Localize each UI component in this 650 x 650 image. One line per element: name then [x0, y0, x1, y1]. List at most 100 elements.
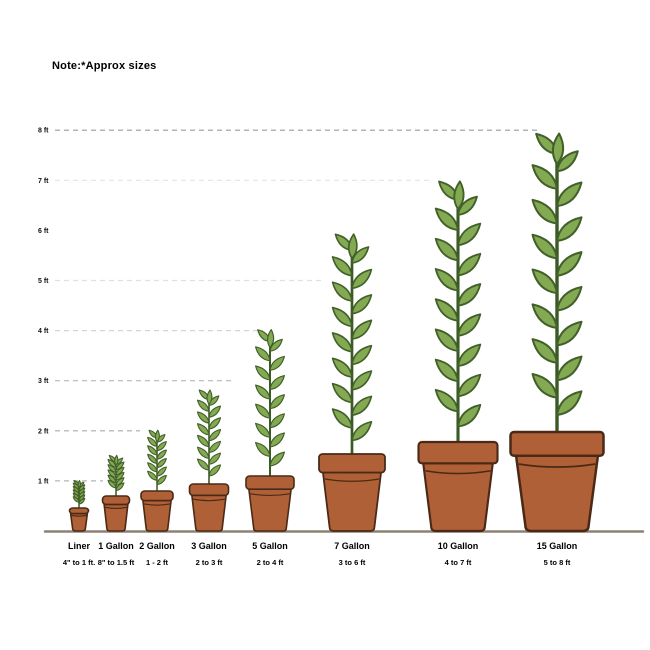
leaf-right	[269, 394, 285, 410]
leaf-top	[77, 479, 81, 489]
category-label-2-gallon: 2 Gallon	[139, 541, 175, 551]
pot-rim	[101, 495, 131, 506]
leaf-right	[555, 320, 583, 347]
plant-liner	[68, 479, 90, 532]
size-range-label-liner: 4" to 1 ft.	[62, 558, 96, 567]
leaf-top	[114, 454, 119, 466]
leaf-left	[72, 496, 80, 503]
leaf-right	[555, 390, 583, 417]
plant-10-gallon	[417, 180, 499, 533]
y-axis-tick-8ft: 8 ft	[38, 128, 49, 135]
leaf-left	[196, 434, 210, 448]
pot-rim-shadow	[192, 498, 226, 502]
leaf-top	[206, 389, 213, 405]
leaf-right	[351, 344, 373, 366]
pot-rim	[318, 453, 386, 474]
leaf-left	[531, 164, 559, 190]
pot-body	[514, 454, 600, 533]
leaf-right	[555, 181, 583, 208]
y-axis-tick-1ft: 1 ft	[38, 478, 49, 485]
size-range-label-15-gallon: 5 to 8 ft	[543, 558, 571, 567]
leaf-right	[457, 252, 482, 277]
leaf-right	[78, 491, 86, 498]
leaf-left	[72, 489, 80, 497]
leaf-left	[255, 346, 271, 362]
leaf-left	[331, 306, 353, 328]
leaf-right	[351, 420, 373, 442]
pot-rim	[417, 440, 499, 465]
plant-5-gallon	[245, 329, 295, 532]
leaf-top	[154, 429, 160, 443]
category-label-liner: Liner	[67, 541, 90, 551]
pot-body	[248, 488, 292, 532]
leaf-left	[531, 268, 559, 295]
leaf-left	[72, 485, 80, 493]
pot-rim-shadow	[425, 470, 491, 475]
plant-3-gallon	[188, 389, 230, 532]
leaf-left	[434, 298, 459, 322]
leaf-right	[457, 195, 478, 216]
leaf-right	[457, 313, 482, 337]
leaf-right	[351, 395, 373, 416]
leaf-right	[555, 150, 579, 173]
leaf-right	[156, 441, 167, 452]
size-range-label-2-gallon: 1 - 2 ft	[145, 558, 169, 567]
pot-body	[422, 462, 494, 533]
leaf-right	[208, 464, 222, 477]
leaf-left	[196, 458, 210, 471]
y-axis-tick-7ft: 7 ft	[38, 178, 49, 185]
pot-rim	[245, 475, 295, 490]
pot-body	[191, 494, 227, 532]
pot-body	[69, 512, 89, 532]
leaf-left	[531, 233, 559, 260]
leaf-left	[331, 281, 353, 302]
leaf-right	[457, 222, 482, 247]
leaf-left	[331, 256, 353, 277]
pot-body	[103, 503, 129, 532]
leaf-left	[255, 403, 271, 419]
leaf-left	[147, 453, 158, 464]
leaf-right	[115, 471, 125, 481]
leaf-left	[147, 470, 158, 481]
leaf-right	[78, 484, 86, 491]
leaf-right	[115, 461, 125, 471]
leaf-right	[208, 429, 222, 442]
size-range-label-1-gallon: 8" to 1.5 ft	[97, 558, 135, 567]
size-range-label-7-gallon: 3 to 6 ft	[338, 558, 366, 567]
leaf-right	[156, 449, 167, 460]
leaf-left	[147, 436, 158, 447]
category-label-7-gallon: 7 Gallon	[334, 541, 370, 551]
leaf-left	[255, 384, 271, 400]
leaf-left	[255, 441, 271, 458]
leaf-right	[351, 319, 373, 340]
category-label-3-gallon: 3 Gallon	[191, 541, 227, 551]
leaf-right	[208, 405, 222, 418]
leaf-top	[347, 233, 358, 260]
leaf-top	[267, 329, 275, 349]
leaf-right	[208, 440, 222, 454]
leaf-right	[555, 355, 583, 382]
pot-rim	[509, 430, 605, 458]
leaf-left	[147, 462, 158, 473]
leaf-top	[551, 132, 565, 166]
category-label-1-gallon: 1 Gallon	[98, 541, 134, 551]
y-axis-tick-6ft: 6 ft	[38, 228, 49, 235]
leaf-left	[434, 207, 459, 232]
leaf-left	[255, 422, 271, 438]
leaf-left	[107, 469, 117, 479]
category-label-5-gallon: 5 Gallon	[252, 541, 288, 551]
pot-rim	[68, 507, 90, 515]
leaf-left	[107, 464, 117, 473]
leaf-left	[434, 388, 459, 413]
leaf-left	[331, 408, 353, 429]
plant-7-gallon	[318, 233, 386, 532]
leaf-top	[453, 180, 465, 211]
leaf-left	[107, 474, 117, 484]
leaf-right	[351, 268, 373, 290]
y-axis-tick-3ft: 3 ft	[38, 378, 49, 385]
size-range-label-5-gallon: 2 to 4 ft	[256, 558, 284, 567]
leaf-right	[555, 285, 583, 312]
plant-15-gallon	[509, 132, 605, 533]
leaf-left	[331, 382, 353, 404]
